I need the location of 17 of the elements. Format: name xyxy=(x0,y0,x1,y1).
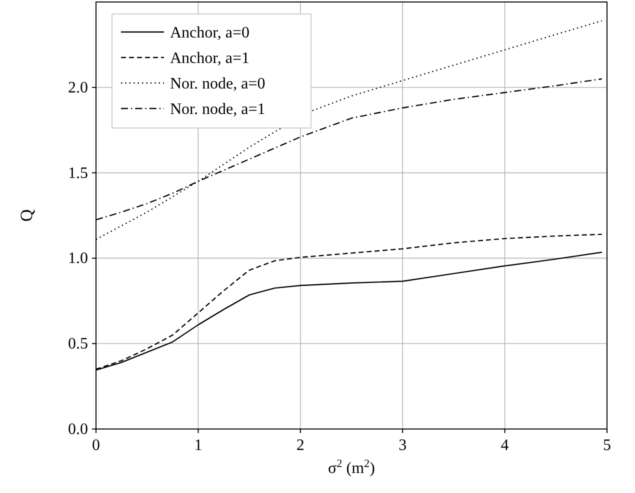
legend-label: Nor. node, a=0 xyxy=(170,76,266,92)
y-tick-label: 2.0 xyxy=(68,79,88,96)
x-tick-label: 5 xyxy=(603,437,611,454)
y-tick-label: 1.5 xyxy=(68,164,88,182)
y-axis-title: Q xyxy=(17,209,36,222)
x-tick-label: 3 xyxy=(398,437,407,454)
x-tick-label: 0 xyxy=(92,437,100,454)
legend-label: Anchor, a=0 xyxy=(170,24,250,42)
y-tick-label: 0.5 xyxy=(68,336,88,353)
x-tick-label: 2 xyxy=(296,437,304,454)
x-axis-title: σ$^{2}$ (m$^{2}$) xyxy=(328,458,375,477)
x-tick-label: 1 xyxy=(194,437,202,454)
x-tick-label: 4 xyxy=(500,437,509,454)
legend-label: Anchor, a=1 xyxy=(170,50,250,67)
y-tick-label: 0.0 xyxy=(68,421,88,438)
y-tick-label: 1.0 xyxy=(68,250,88,268)
legend-label: Nor. node, a=1 xyxy=(170,101,266,118)
